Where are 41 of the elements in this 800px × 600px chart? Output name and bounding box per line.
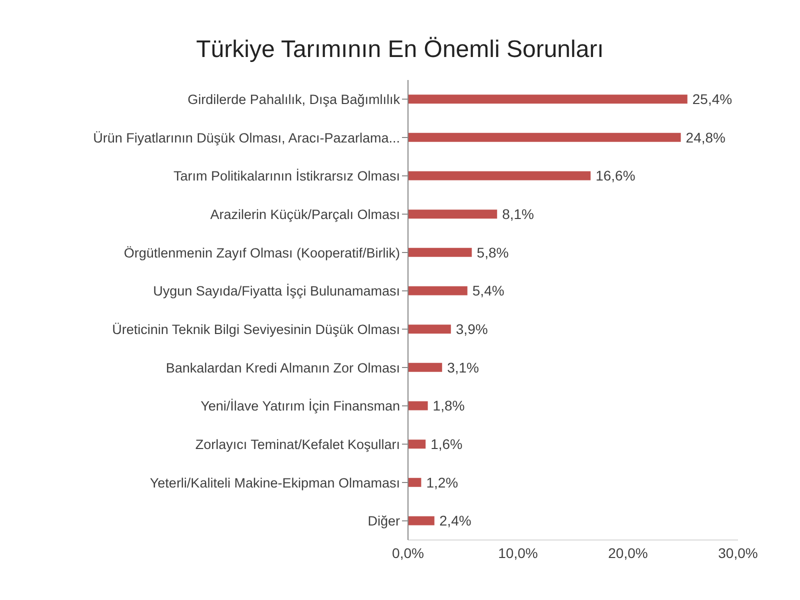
y-tick-label: Arazilerin Küçük/Parçalı Olması — [210, 206, 400, 222]
y-tick-label: Yeni/İlave Yatırım İçin Finansman — [200, 398, 400, 414]
data-label: 25,4% — [692, 91, 732, 108]
bar — [408, 286, 468, 296]
data-label: 16,6% — [596, 168, 636, 184]
y-tick-label: Uygun Sayıda/Fiyatta İşçi Bulunamaması — [153, 284, 400, 299]
bar — [408, 248, 472, 257]
data-label: 24,8% — [686, 129, 726, 146]
data-label: 3,1% — [447, 359, 480, 376]
bar — [408, 324, 451, 334]
y-tick-label: Girdilerde Pahalılık, Dışa Bağımlılık — [188, 92, 400, 107]
bar — [408, 516, 434, 526]
bar — [408, 210, 498, 219]
data-label: 3,9% — [456, 321, 488, 338]
bar — [408, 440, 426, 449]
bar — [408, 171, 591, 180]
y-tick-label: Ürün Fiyatlarının Düşük Olması, Aracı-Pazarlama... — [93, 130, 400, 146]
y-tick-label: Zorlayıcı Teminat/Kefalet Koşulları — [195, 436, 400, 452]
data-label: 1,6% — [430, 436, 463, 452]
data-label: 2,4% — [439, 512, 472, 529]
y-tick-label: Örgütlenmenin Zayıf Olması (Kooperatif/Birlik) — [124, 245, 400, 260]
data-label: 1,2% — [426, 474, 458, 490]
y-tick-label: Bankalardan Kredi Almanın Zor Olması — [166, 360, 400, 376]
chart-title: Türkiye Tarımının En Önemli Sorunları — [195, 35, 605, 65]
y-tick-label: Tarım Politikalarının İstikrarsız Olması — [173, 168, 400, 184]
data-label: 5,4% — [472, 282, 504, 299]
x-tick-label: 20,0% — [608, 544, 648, 561]
data-label: 1,8% — [432, 398, 465, 414]
y-tick-label: Üreticinin Teknik Bilgi Seviyesinin Düşük Olması — [112, 322, 400, 337]
x-tick-label: 10,0% — [498, 544, 538, 561]
bar — [408, 132, 681, 142]
y-tick-label: Yeterli/Kaliteli Makine-Ekipman Olmaması — [150, 475, 400, 490]
data-label: 5,8% — [476, 244, 509, 260]
y-tick-label: Diğer — [368, 514, 400, 529]
x-tick-label: 30,0% — [718, 544, 758, 561]
x-tick-label: 0,0% — [392, 544, 424, 561]
data-label: 8,1% — [502, 206, 534, 222]
bar — [408, 362, 442, 372]
bar — [408, 94, 688, 104]
bar — [408, 478, 422, 487]
bar — [408, 401, 428, 410]
